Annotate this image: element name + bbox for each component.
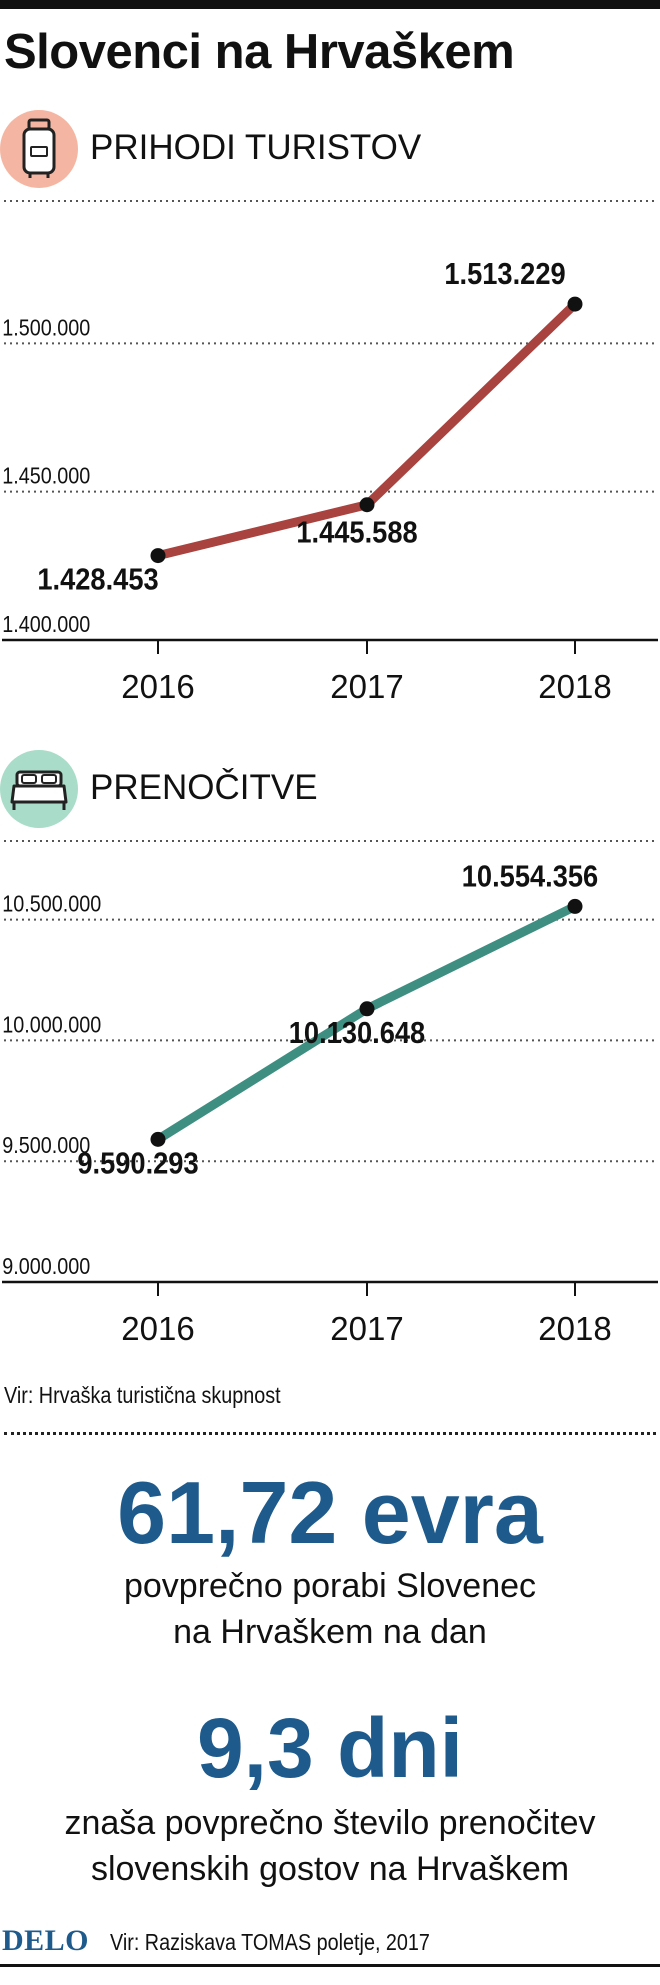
y-tick-label: 10.500.000 xyxy=(2,891,101,917)
data-point xyxy=(359,497,375,513)
suitcase-icon xyxy=(0,110,78,188)
top-rule xyxy=(0,0,660,9)
chart-arrivals: 1.400.000 1.450.000 1.500.000 2016 2017 2018 1… xyxy=(2,200,658,705)
footer-rule xyxy=(0,1964,660,1967)
y-tick-label: 10.000.000 xyxy=(2,1012,101,1038)
y-tick-label: 1.500.000 xyxy=(2,315,90,341)
data-label: 10.554.356 xyxy=(462,860,598,894)
x-tick-label: 2017 xyxy=(330,668,403,705)
data-point xyxy=(567,296,583,312)
stat-desc-nights-line2: slovenskih gostov na Hrvaškem xyxy=(90,1850,570,1888)
y-tick-label: 1.400.000 xyxy=(2,612,90,638)
section-label-overnights: PRENOČITVE xyxy=(90,768,318,807)
x-tick-label: 2018 xyxy=(538,668,611,705)
x-tick-label: 2016 xyxy=(121,1310,194,1347)
y-tick-label: 9.500.000 xyxy=(2,1133,90,1159)
data-point xyxy=(359,1001,375,1017)
data-label: 1.428.453 xyxy=(37,563,158,597)
data-label: 1.513.229 xyxy=(444,258,565,292)
data-label: 10.130.648 xyxy=(289,1016,425,1050)
bed-icon xyxy=(0,750,78,828)
stat-value-nights: 9,3 dni xyxy=(196,1701,464,1795)
data-point xyxy=(150,1131,166,1147)
chart-overnights: 9.000.000 9.500.000 10.000.000 10.500.000 20… xyxy=(2,840,658,1347)
data-label: 9.590.293 xyxy=(77,1147,198,1181)
section-header-arrivals: PRIHODI TURISTOV xyxy=(0,110,660,192)
source-note: Vir: Hrvaška turistična skupnost xyxy=(4,1382,281,1408)
page-title: Slovenci na Hrvaškem xyxy=(4,25,515,79)
delo-logo: DELO xyxy=(2,1924,90,1957)
footer-source: Vir: Raziskava TOMAS poletje, 2017 xyxy=(110,1929,430,1955)
stat-desc-spending-line1: povprečno porabi Slovenec xyxy=(123,1567,537,1605)
y-tick-label: 1.450.000 xyxy=(2,463,90,489)
x-tick-label: 2018 xyxy=(538,1310,611,1347)
x-tick-label: 2017 xyxy=(330,1310,403,1347)
stat-desc-nights-line1: znaša povprečno število prenočitev xyxy=(64,1804,596,1842)
data-point xyxy=(567,898,583,914)
x-tick-label: 2016 xyxy=(121,668,194,705)
stat-desc-spending-line2: na Hrvaškem na dan xyxy=(173,1613,487,1651)
y-tick-label: 9.000.000 xyxy=(2,1254,90,1280)
data-point xyxy=(150,548,166,564)
section-header-overnights: PRENOČITVE xyxy=(0,750,660,832)
section-label-arrivals: PRIHODI TURISTOV xyxy=(90,128,422,167)
stat-value-spending: 61,72 evra xyxy=(117,1463,543,1562)
data-label: 1.445.588 xyxy=(296,516,417,550)
section-divider xyxy=(4,1432,656,1435)
